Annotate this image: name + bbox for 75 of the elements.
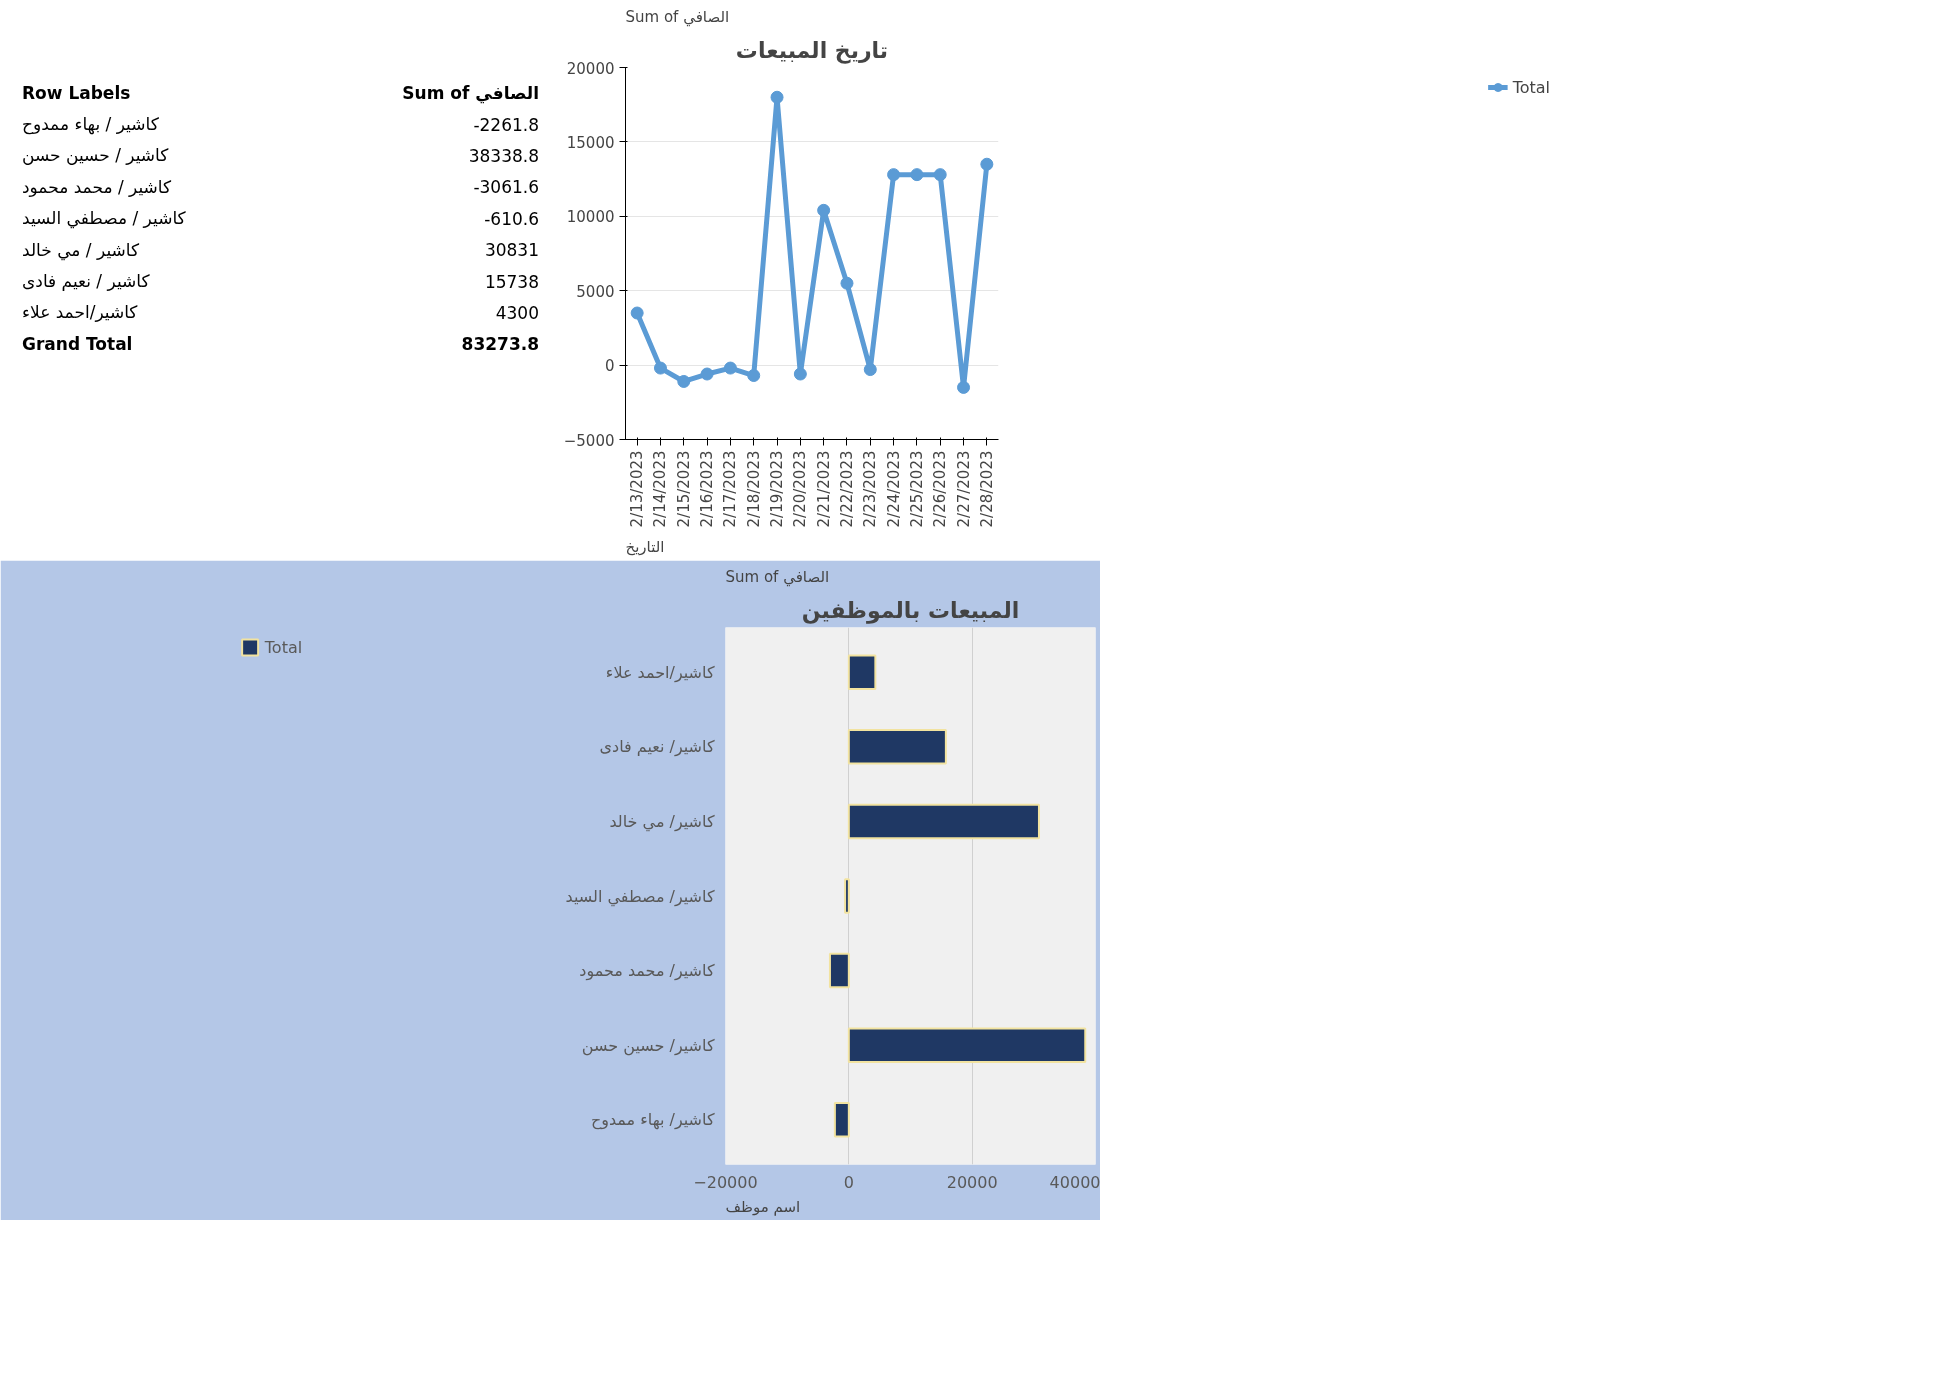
data-label: 30831	[484, 240, 540, 261]
category-label: كاشير / محمد محمود	[22, 176, 172, 197]
x-tick-label: 0	[843, 1172, 854, 1192]
text: Row Labels	[22, 82, 131, 103]
point	[980, 157, 994, 171]
chart-title: المبيعات بالموظفين	[801, 597, 1020, 624]
point	[653, 361, 667, 375]
x-tick-label: 2/14/2023	[651, 450, 670, 528]
y-tick-label: كاشير/ مي خالد	[609, 811, 715, 832]
category-label: كاشير / مصطفي السيد	[22, 208, 187, 230]
point	[723, 361, 737, 375]
point	[747, 369, 761, 382]
x-tick-label: 2/26/2023	[931, 450, 950, 528]
point	[933, 168, 947, 182]
data-label: 15738	[484, 271, 540, 292]
x-tick-label: 2/24/2023	[884, 450, 903, 528]
data-label: -3061.6	[473, 177, 540, 198]
y-tick-label: 5000	[576, 282, 615, 301]
x-tick-label: 2/23/2023	[861, 450, 880, 528]
text: Sum of الصافي	[625, 7, 730, 27]
category-label: كاشير/احمد علاء	[22, 302, 139, 323]
data-label: 38338.8	[468, 145, 540, 166]
data-label: 83273.8	[461, 334, 540, 355]
category-label: Grand Total	[22, 333, 133, 354]
x-tick-label: 2/17/2023	[721, 450, 740, 528]
y-tick-label: 10000	[566, 208, 615, 227]
point	[910, 168, 924, 182]
data-label: 4300	[495, 302, 539, 323]
data-label: -2261.8	[473, 114, 540, 135]
category-label: كاشير / بهاء ممدوح	[22, 114, 160, 136]
y-tick-label: 15000	[566, 133, 615, 152]
x-tick-label: 2/20/2023	[791, 450, 810, 528]
point	[840, 276, 854, 290]
category-label: كاشير / نعيم فادى	[22, 271, 151, 293]
x-tick-label: 2/25/2023	[907, 450, 926, 528]
x-tick-label: 2/16/2023	[698, 450, 717, 528]
y-tick-label: 20000	[566, 59, 615, 78]
y-tick-label: كاشير/ مصطفي السيد	[565, 886, 715, 907]
text: التاريخ	[625, 537, 665, 556]
text: Sum of الصافي	[725, 567, 830, 587]
x-tick-label: 2/28/2023	[977, 450, 996, 528]
y-tick-label: −5000	[563, 431, 615, 450]
y-tick-label: كاشير/ حسين حسن	[581, 1035, 715, 1056]
data-label: -610.6	[484, 208, 540, 229]
y-tick-label: كاشير/ محمد محمود	[579, 961, 715, 982]
category-label: كاشير / حسين حسن	[22, 145, 170, 166]
x-tick-label: 2/18/2023	[744, 450, 763, 528]
point	[957, 380, 971, 394]
legend-label: Total	[264, 637, 303, 657]
x-tick-label: 2/21/2023	[814, 450, 833, 528]
x-tick-label: 2/15/2023	[674, 450, 693, 528]
x-tick-label: 2/19/2023	[768, 450, 787, 528]
category-label: كاشير / مي خالد	[22, 239, 140, 261]
y-tick-label: كاشير/احمد علاء	[605, 662, 715, 683]
point	[863, 363, 877, 377]
x-tick-label: 40000	[1049, 1172, 1101, 1192]
point	[630, 306, 644, 320]
x-tick-label: −20000	[693, 1172, 758, 1192]
x-tick-label: 2/13/2023	[628, 450, 647, 528]
x-tick-label: 2/27/2023	[954, 450, 973, 528]
x-tick-label: 2/22/2023	[837, 450, 856, 528]
chart-title: تاريخ المبيعات	[735, 37, 889, 64]
y-tick-label: كاشير/ نعيم فادى	[599, 737, 715, 758]
text: اسم موظف	[725, 1197, 801, 1216]
point	[793, 367, 807, 381]
point	[677, 374, 691, 388]
legend-label: Total	[1512, 77, 1550, 97]
text: Sum of الصافي	[402, 82, 540, 104]
x-tick-label: 20000	[946, 1172, 998, 1192]
point	[700, 367, 714, 381]
y-tick-label: كاشير/ بهاء ممدوح	[590, 1110, 715, 1131]
point	[770, 90, 784, 104]
point	[817, 203, 831, 217]
point	[887, 168, 901, 182]
y-tick-label: 0	[604, 357, 615, 376]
